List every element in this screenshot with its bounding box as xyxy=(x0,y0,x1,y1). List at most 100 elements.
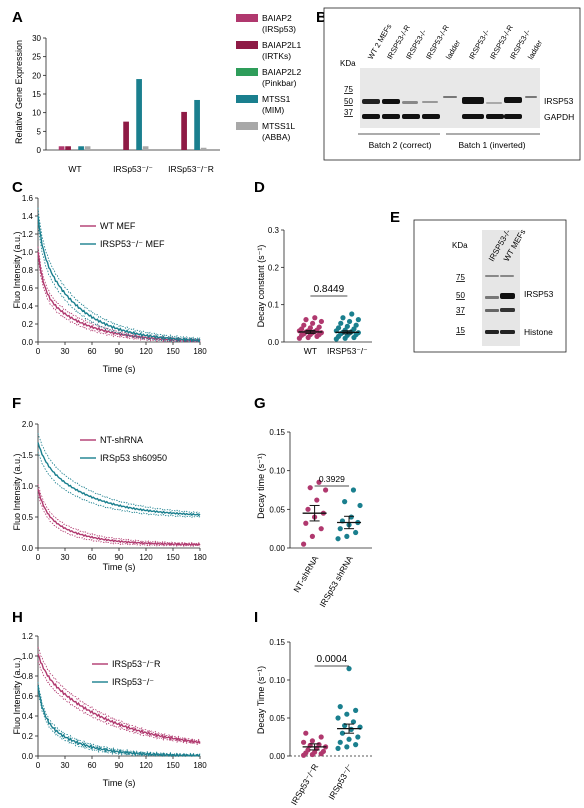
chart-line-series xyxy=(37,442,201,517)
chart-a-y-tick-label: 25 xyxy=(32,53,41,62)
chart-a-legend-sub: (IRSp53) xyxy=(262,24,296,34)
chart-c-xlabel: Time (s) xyxy=(103,364,136,374)
chart-dot-point xyxy=(353,529,359,536)
chart-5-y-tick-label: 1.2 xyxy=(22,632,34,641)
blot-e-band xyxy=(485,296,499,299)
chart-a-bar xyxy=(84,146,91,150)
chart-line-x-tick-label: 150 xyxy=(166,553,180,562)
chart-g-ylabel: Decay time (s⁻¹) xyxy=(256,453,266,519)
chart-a-legend-name: MTSS1 xyxy=(262,94,291,104)
chart-dot-pvalue: 0.8449 xyxy=(314,284,345,295)
chart-a-bars: WT IRSp53⁻/⁻ IRSp53⁻/⁻R xyxy=(58,79,214,174)
chart-a-category-label: IRSp53⁻/⁻R xyxy=(168,164,214,174)
blot-b-band xyxy=(462,114,484,119)
chart-a-y-tick-label: 0 xyxy=(37,146,42,155)
chart-a-y-tick-label: 30 xyxy=(32,34,41,43)
chart-g-scatter: Decay time (s⁻¹) 0.00 0.05 0.10 0.15 NT-shRN… xyxy=(256,428,372,609)
chart-dot-pvalue: 0.3929 xyxy=(319,474,345,484)
chart-1-y-tick-label: 1.6 xyxy=(22,194,34,203)
chart-line-x-tick-label: 30 xyxy=(61,553,70,562)
chart-2-y-tick-label: 0.1 xyxy=(268,301,280,310)
chart-a-bar xyxy=(181,111,187,150)
chart-dot-category-label: IRSP53⁻/⁻ xyxy=(327,346,368,356)
chart-a-legend-sub: (Pinkbar) xyxy=(262,78,297,88)
chart-dot-category-label: NT-shRNA xyxy=(291,554,320,594)
chart-1-y-tick-label: 0.6 xyxy=(22,284,34,293)
chart-dot-point xyxy=(307,485,313,491)
chart-dot-point xyxy=(348,514,354,520)
blot-e-band xyxy=(500,308,515,312)
chart-dot-category-label: IRSp53⁻/⁻ xyxy=(326,762,355,802)
chart-line-sem-upper xyxy=(37,646,201,743)
chart-line-sem-upper xyxy=(37,207,201,341)
chart-a-legend-name: BAIAP2L1 xyxy=(262,40,301,50)
chart-5-y-tick-label: 0.2 xyxy=(22,732,34,741)
chart-a-legend-name: BAIAP2L2 xyxy=(262,67,301,77)
blot-b-band xyxy=(362,99,380,104)
chart-dot-point xyxy=(303,520,309,526)
chart-dot-point xyxy=(318,318,324,325)
chart-a-legend-swatch xyxy=(236,14,258,22)
chart-dot-point xyxy=(310,320,316,326)
chart-1-y-tick-label: 0.0 xyxy=(22,338,34,347)
blot-b-marker-50: 50 xyxy=(344,97,353,106)
chart-dot-point xyxy=(312,315,318,321)
blot-b-band xyxy=(402,114,420,119)
chart-dot-point xyxy=(353,707,359,714)
chart-dot-point xyxy=(339,730,346,736)
blot-b-band xyxy=(422,101,438,103)
chart-a-ylabel: Relative Gene Expression xyxy=(14,40,24,144)
chart-dot-point xyxy=(353,322,359,328)
chart-a-legend: BAIAP2(IRSp53) BAIAP2L1(IRTKs) BAIAP2L2(Pi… xyxy=(236,13,301,142)
blot-b-band xyxy=(422,114,440,119)
chart-a-legend-sub: (ABBA) xyxy=(262,132,291,142)
chart-d-ylabel: Decay constant (s⁻¹) xyxy=(256,245,266,328)
chart-a-bar xyxy=(142,146,149,150)
panel-letter-i: I xyxy=(254,609,258,626)
panel-letter-c: C xyxy=(12,179,23,196)
blot-e-band xyxy=(485,275,499,277)
blot-e-marker-50: 50 xyxy=(456,291,465,300)
chart-dot-point xyxy=(350,719,357,725)
chart-line-x-tick-label: 60 xyxy=(88,761,97,770)
chart-4-y-tick-label: 0.10 xyxy=(269,467,285,476)
chart-line-x-tick-label: 120 xyxy=(139,553,153,562)
chart-dot-pvalue: 0.0004 xyxy=(317,654,348,665)
chart-d-scatter: Decay constant (s⁻¹) 0.0 0.1 0.2 0.3 WT IRSP5… xyxy=(256,226,372,356)
chart-line-sem-lower xyxy=(37,493,201,547)
chart-dot-point xyxy=(305,747,311,753)
chart-1-y-tick-label: 1.4 xyxy=(22,212,34,221)
chart-line-legend-label: WT MEF xyxy=(100,221,136,231)
chart-dot-point xyxy=(342,499,348,505)
chart-a-bar xyxy=(200,147,207,150)
chart-a-legend-sub: (IRTKs) xyxy=(262,51,291,61)
chart-a-bar xyxy=(65,146,71,150)
blot-b-band xyxy=(402,101,418,104)
chart-5-y-tick-label: 0.8 xyxy=(22,672,34,681)
blot-b-band xyxy=(462,97,484,104)
chart-5-y-tick-label: 0.6 xyxy=(22,692,34,701)
chart-line-x-tick-label: 60 xyxy=(88,347,97,356)
chart-line-x-tick-label: 0 xyxy=(36,761,41,770)
chart-line-legend-label: IRSP53⁻/⁻ MEF xyxy=(100,239,165,249)
chart-line-sem-upper xyxy=(37,681,201,757)
chart-dot-point xyxy=(350,487,357,493)
chart-dot-point xyxy=(303,730,309,736)
chart-a-legend-sub: (MIM) xyxy=(262,105,284,115)
chart-f-ylabel: Fluo Intensity (a.u.) xyxy=(12,453,22,530)
blot-e-label-histone: Histone xyxy=(524,327,553,337)
panel-letter-e: E xyxy=(390,209,400,226)
blot-e-marker-15: 15 xyxy=(456,326,465,335)
blot-e-band xyxy=(500,275,514,277)
chart-line-legend-label: IRSp53⁻/⁻R xyxy=(112,659,161,669)
chart-dot-point xyxy=(346,318,353,325)
blot-b-band xyxy=(486,114,504,119)
chart-dot-point xyxy=(335,536,341,542)
chart-line-x-tick-label: 30 xyxy=(61,347,70,356)
chart-3-y-tick-label: 1.5 xyxy=(22,451,34,460)
blot-e-membrane xyxy=(482,230,520,346)
blot-b-bands xyxy=(362,96,537,119)
chart-3-y-tick-label: 2.0 xyxy=(22,420,34,429)
chart-a-bar: Relative Gene Expression 0 5 10 15 20 25 30 WT… xyxy=(14,34,220,174)
